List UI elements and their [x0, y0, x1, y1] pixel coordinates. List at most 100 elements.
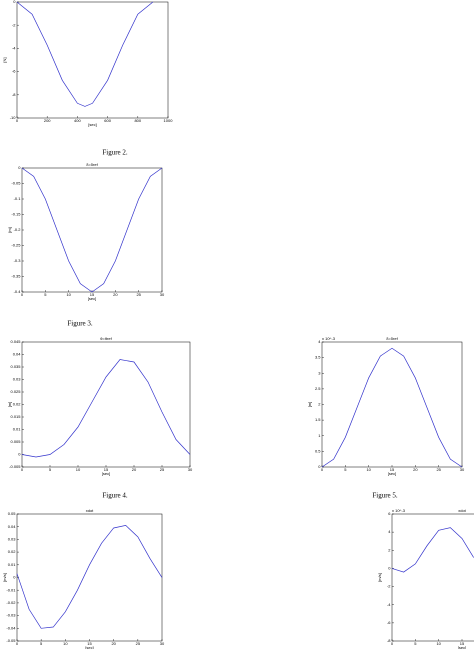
x-tick-label: 10: [366, 467, 371, 472]
x-tick-label: 20: [111, 641, 116, 646]
y-tick-label: -2: [12, 22, 16, 27]
y-axis-label: [N]: [2, 57, 7, 62]
y-axis-label: [m/s]: [2, 573, 7, 582]
y-tick-label: -0.1: [14, 196, 22, 201]
y-tick-label: -0.4: [14, 289, 22, 294]
x-tick-label: 30: [160, 292, 165, 297]
x-tick-label: 30: [160, 641, 165, 646]
y-tick-label: -0.35: [11, 274, 21, 279]
plot-frame: [321, 341, 463, 468]
y-tick-label: 0.05: [8, 511, 17, 516]
y-tick-label: 0: [18, 452, 21, 457]
figure-caption: Figure 5.: [372, 492, 398, 500]
x-tick-label: 0: [16, 641, 19, 646]
curve: [16, 1, 154, 107]
y-tick-label: 4: [388, 529, 391, 534]
y-tick-label: 0.045: [10, 339, 21, 344]
x-axis-label: [sec]: [458, 645, 466, 649]
chart-title: δ=δref: [86, 162, 98, 167]
x-tick-label: 15: [87, 641, 92, 646]
y-tick-label: -8: [12, 92, 16, 97]
x-axis-label: [sec]: [85, 645, 93, 649]
y-tick-label: 0: [13, 575, 16, 580]
y-tick-label: 0.02: [13, 402, 22, 407]
y-tick-label: 0: [13, 0, 16, 4]
y-axis-label: [m]: [7, 402, 12, 408]
plot-frame: [391, 513, 474, 642]
x-tick-label: 10: [436, 641, 441, 646]
x-axis-label: [sec]: [388, 471, 396, 476]
x-tick-label: 25: [136, 292, 141, 297]
y-axis-label: [m]: [7, 227, 12, 233]
plot-frame: [21, 341, 191, 468]
x-tick-label: 10: [63, 641, 68, 646]
y-tick-label: -0.25: [11, 243, 21, 248]
y-tick-label: -4: [12, 45, 16, 50]
x-tick-label: 0: [391, 641, 394, 646]
chart-title: xdot: [458, 508, 466, 513]
chart-title: xdot: [86, 508, 94, 513]
y-tick-label: -6: [387, 620, 391, 625]
y-tick-label: 0.03: [8, 536, 17, 541]
x-tick-label: 5: [40, 641, 43, 646]
x-tick-label: 5: [344, 467, 347, 472]
y-tick-label: -0.04: [6, 625, 16, 630]
y-tick-label: -0.05: [6, 638, 16, 643]
y-tick-label: 3.5: [315, 355, 321, 360]
y-tick-label: 0: [318, 464, 321, 469]
x-tick-label: 800: [134, 118, 141, 123]
y-tick-label: -0.01: [6, 587, 16, 592]
x-tick-label: 0: [21, 292, 24, 297]
x-tick-label: 20: [132, 467, 137, 472]
x-tick-label: 5: [414, 641, 417, 646]
y-tick-label: 0.005: [10, 439, 21, 444]
y-tick-label: 0.025: [10, 389, 21, 394]
x-tick-label: 20: [113, 292, 118, 297]
y-tick-label: 3: [318, 370, 321, 375]
x-tick-label: 25: [136, 641, 141, 646]
x-axis-label: [sec]: [88, 296, 96, 301]
y-tick-label: 0.01: [8, 562, 17, 567]
y-tick-label: 0.035: [10, 364, 21, 369]
y-tick-label: 0.04: [13, 352, 22, 357]
y-tick-label: -0.02: [6, 600, 16, 605]
y-tick-label: 0.03: [13, 377, 22, 382]
y-tick-label: -0.05: [11, 181, 21, 186]
y-axis-label: [m]: [307, 402, 312, 408]
y-tick-label: 0.04: [8, 524, 17, 529]
x-tick-label: 30: [188, 467, 193, 472]
y-tick-label: 6: [388, 511, 391, 516]
plot-frame: [16, 1, 169, 119]
y-tick-label: 0.01: [13, 427, 22, 432]
y-tick-label: -0.005: [9, 464, 21, 469]
y-tick-label: 0: [18, 165, 21, 170]
x-tick-label: 15: [90, 292, 95, 297]
x-tick-label: 20: [413, 467, 418, 472]
y-multiplier: x 10^-3: [322, 336, 336, 341]
x-tick-label: 1000: [164, 118, 174, 123]
x-tick-label: 5: [49, 467, 52, 472]
y-tick-label: 0.015: [10, 414, 21, 419]
y-tick-label: 0.5: [315, 448, 321, 453]
x-tick-label: 10: [76, 467, 81, 472]
y-multiplier: x 10^-3: [392, 508, 406, 513]
curve: [391, 527, 474, 573]
x-tick-label: 600: [104, 118, 111, 123]
figure-caption: Figure 3.: [67, 320, 93, 328]
y-tick-label: 0: [388, 565, 391, 570]
y-tick-label: -6: [12, 69, 16, 74]
y-tick-label: -4: [387, 602, 391, 607]
x-tick-label: 0: [321, 467, 324, 472]
x-tick-label: 15: [390, 467, 395, 472]
y-tick-label: 2: [318, 402, 321, 407]
x-tick-label: 15: [460, 641, 465, 646]
x-axis-label: [sec]: [88, 122, 96, 127]
y-tick-label: 4: [318, 339, 321, 344]
y-tick-label: -8: [387, 638, 391, 643]
y-tick-label: -0.3: [14, 258, 22, 263]
y-tick-label: 0.02: [8, 549, 17, 554]
figure-caption: Figure 4.: [102, 492, 128, 500]
x-tick-label: 10: [66, 292, 71, 297]
curve: [321, 347, 463, 468]
